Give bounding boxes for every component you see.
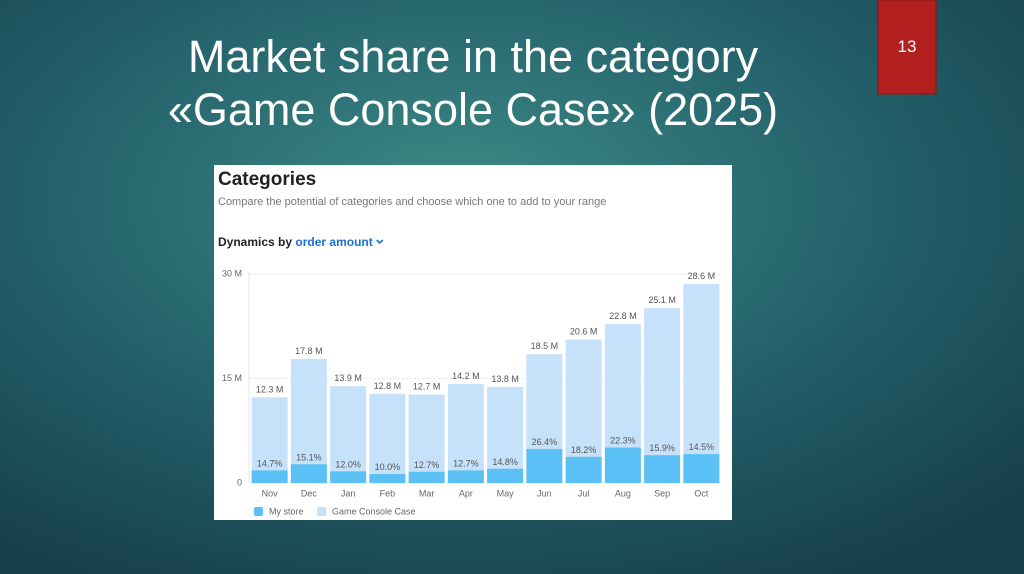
total-bar (369, 393, 406, 483)
share-label: 14.5% (689, 442, 715, 452)
total-label: 12.3 M (256, 384, 284, 394)
x-tick-label: Oct (694, 488, 709, 498)
title-line: «Game Console Case» (2025) (168, 84, 778, 135)
store-bar (408, 471, 445, 483)
share-label: 12.7% (453, 458, 479, 468)
slide-number: 13 (898, 37, 917, 56)
x-tick-label: Mar (419, 488, 435, 498)
total-label: 17.8 M (295, 346, 323, 356)
legend-swatch (254, 507, 263, 516)
share-label: 22.3% (610, 436, 636, 446)
total-label: 20.6 M (570, 326, 598, 336)
panel-subtitle: Compare the potential of categories and … (218, 196, 606, 208)
panel-heading: Categories (218, 169, 316, 190)
x-tick-label: Feb (380, 488, 396, 498)
total-label: 12.7 M (413, 382, 441, 392)
total-bar (290, 358, 327, 483)
total-label: 13.8 M (491, 374, 519, 384)
share-label: 12.7% (414, 460, 440, 470)
dynamics-label: Dynamics by (218, 235, 292, 249)
share-label: 10.0% (375, 462, 401, 472)
x-tick-label: Jan (341, 488, 356, 498)
total-bar (251, 397, 288, 483)
total-bar (644, 308, 681, 483)
store-bar (487, 468, 524, 483)
x-tick-label: Dec (301, 488, 318, 498)
share-label: 15.1% (296, 452, 322, 462)
share-label: 15.9% (649, 443, 675, 453)
slide-number-box (877, 0, 937, 95)
title-line: Market share in the category (188, 31, 759, 82)
x-tick-label: May (497, 488, 515, 498)
y-tick-label: 30 M (222, 268, 242, 278)
x-tick-label: Jun (537, 488, 552, 498)
total-label: 28.6 M (688, 271, 716, 281)
dropdown-chevron[interactable] (376, 239, 384, 245)
total-bar (447, 384, 484, 483)
x-tick-label: Sep (654, 488, 670, 498)
share-label: 26.4% (532, 437, 558, 447)
store-bar (369, 474, 406, 483)
y-tick-label: 15 M (222, 373, 242, 383)
y-tick-label: 0 (237, 477, 242, 487)
legend-label: Game Console Case (332, 506, 416, 516)
legend-label: My store (269, 506, 304, 516)
store-bar (683, 454, 720, 483)
total-bar (487, 386, 524, 483)
total-bar (408, 394, 445, 483)
total-label: 12.8 M (374, 381, 402, 391)
total-label: 18.5 M (531, 341, 559, 351)
share-label: 14.8% (492, 457, 518, 467)
share-label: 14.7% (257, 458, 283, 468)
store-bar (604, 447, 641, 483)
x-tick-label: Nov (262, 488, 279, 498)
legend-swatch (317, 507, 326, 516)
total-bar (683, 283, 720, 483)
total-label: 14.2 M (452, 371, 480, 381)
dynamics-metric[interactable]: order amount (295, 235, 372, 249)
x-tick-label: Aug (615, 488, 631, 498)
store-bar (447, 470, 484, 483)
x-tick-label: Apr (459, 488, 473, 498)
store-bar (290, 464, 327, 483)
total-label: 13.9 M (334, 373, 362, 383)
share-label: 18.2% (571, 445, 597, 455)
store-bar (644, 455, 681, 483)
store-bar (330, 471, 367, 483)
x-tick-label: Jul (578, 488, 590, 498)
store-bar (251, 470, 288, 483)
dynamics-selector: Dynamics by order amount (218, 235, 373, 249)
store-bar (565, 456, 602, 483)
share-label: 12.0% (335, 459, 361, 469)
total-label: 22.8 M (609, 311, 637, 321)
store-bar (526, 448, 563, 483)
total-label: 25.1 M (648, 295, 676, 305)
total-bar (330, 386, 367, 483)
